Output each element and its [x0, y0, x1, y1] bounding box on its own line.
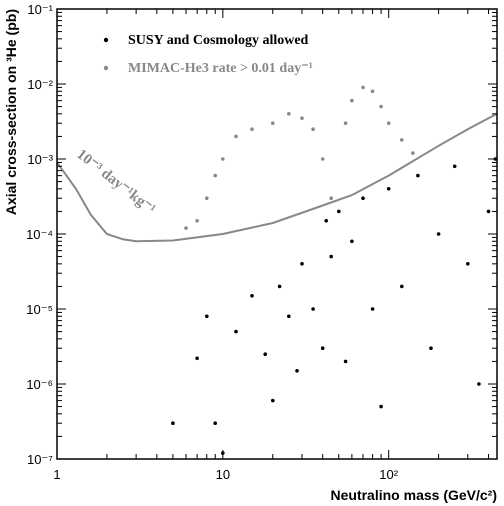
data-point-s1-1: [195, 219, 199, 223]
data-point-s1-16: [370, 89, 375, 94]
data-point-s1-5: [234, 134, 238, 139]
data-point-s0-21: [370, 307, 375, 311]
data-point-s0-25: [416, 173, 420, 178]
data-point-s1-6: [250, 127, 254, 131]
data-point-s1-4: [221, 157, 225, 161]
legend-marker-0: [103, 37, 109, 43]
y-tick-label: 10⁻⁴: [26, 227, 53, 242]
plot-background: [57, 9, 497, 459]
y-tick-label: 10⁻²: [27, 77, 53, 92]
data-point-s0-20: [361, 196, 365, 200]
axis-ticks: 1 10 10² 10⁻⁷ 10⁻⁶ 10⁻⁵ 10⁻⁴ 10⁻³ 10⁻² 10⁻¹: [26, 2, 497, 482]
legend: SUSY and Cosmology allowed MIMAC-He3 rate…: [103, 33, 313, 76]
data-point-s1-12: [329, 196, 334, 200]
data-point-s0-8: [271, 398, 275, 403]
x-tick-label: 10²: [379, 467, 398, 482]
x-axis-title: Neutralino mass (GeV/c²): [331, 487, 498, 503]
data-point-s1-0: [184, 226, 188, 230]
data-point-s1-13: [343, 121, 348, 125]
sensitivity-curve: [56, 112, 498, 243]
legend-marker-1: [103, 65, 109, 71]
data-point-s0-31: [486, 209, 491, 214]
data-point-s0-12: [300, 262, 304, 266]
data-point-s0-13: [311, 307, 315, 311]
x-tick-label: 10: [216, 467, 230, 482]
data-point-s0-2: [205, 314, 209, 319]
data-point-s1-20: [411, 151, 415, 155]
data-point-s0-27: [436, 232, 441, 236]
y-tick-label: 10⁻⁷: [27, 452, 53, 467]
data-point-s0-11: [295, 369, 299, 373]
y-tick-label: 10⁻¹: [27, 2, 53, 17]
data-point-s1-2: [205, 196, 209, 200]
data-point-s1-11: [320, 157, 325, 161]
data-point-s0-15: [324, 219, 329, 223]
y-tick-label: 10⁻³: [27, 152, 53, 167]
x-tick-label: 1: [53, 467, 60, 482]
legend-label-0: SUSY and Cosmology allowed: [128, 33, 309, 48]
data-point-s1-14: [350, 98, 354, 103]
data-point-s0-19: [350, 239, 354, 244]
data-point-s0-9: [277, 284, 282, 289]
data-point-s0-1: [195, 356, 199, 361]
data-point-s0-10: [287, 314, 291, 319]
data-point-s0-30: [477, 382, 481, 386]
data-point-s0-5: [234, 329, 238, 334]
data-point-s1-15: [361, 85, 365, 90]
data-point-s0-14: [320, 346, 325, 351]
data-point-s0-17: [337, 209, 341, 214]
data-point-s1-10: [311, 127, 315, 131]
data-point-s1-9: [300, 116, 304, 120]
data-point-s0-7: [263, 352, 268, 357]
data-point-s0-28: [452, 164, 457, 169]
y-tick-label: 10⁻⁶: [26, 377, 53, 392]
y-tick-label: 10⁻⁵: [26, 302, 53, 317]
data-point-s1-18: [386, 121, 391, 125]
data-point-s1-8: [287, 112, 291, 116]
data-point-s0-16: [329, 254, 334, 259]
susy-cosmology-points: [171, 157, 498, 455]
data-point-s0-0: [171, 421, 175, 426]
data-point-s0-6: [250, 294, 254, 298]
data-point-s0-18: [343, 359, 348, 364]
data-point-s0-23: [386, 187, 391, 191]
data-point-s0-3: [213, 421, 217, 426]
data-point-s0-24: [400, 284, 404, 289]
data-point-s1-19: [400, 138, 404, 142]
data-point-s1-7: [271, 121, 275, 125]
data-point-s0-29: [466, 262, 470, 266]
mimac-rate-points: [184, 85, 415, 230]
data-point-s1-3: [213, 173, 217, 178]
data-point-s0-22: [379, 404, 383, 409]
data-point-s1-17: [379, 104, 383, 109]
y-axis-title: Axial cross-section on ³He (pb): [3, 9, 19, 215]
data-point-s0-26: [429, 346, 433, 351]
plot-area: [57, 9, 497, 459]
legend-label-1: MIMAC-He3 rate > 0.01 day⁻¹: [128, 61, 313, 76]
